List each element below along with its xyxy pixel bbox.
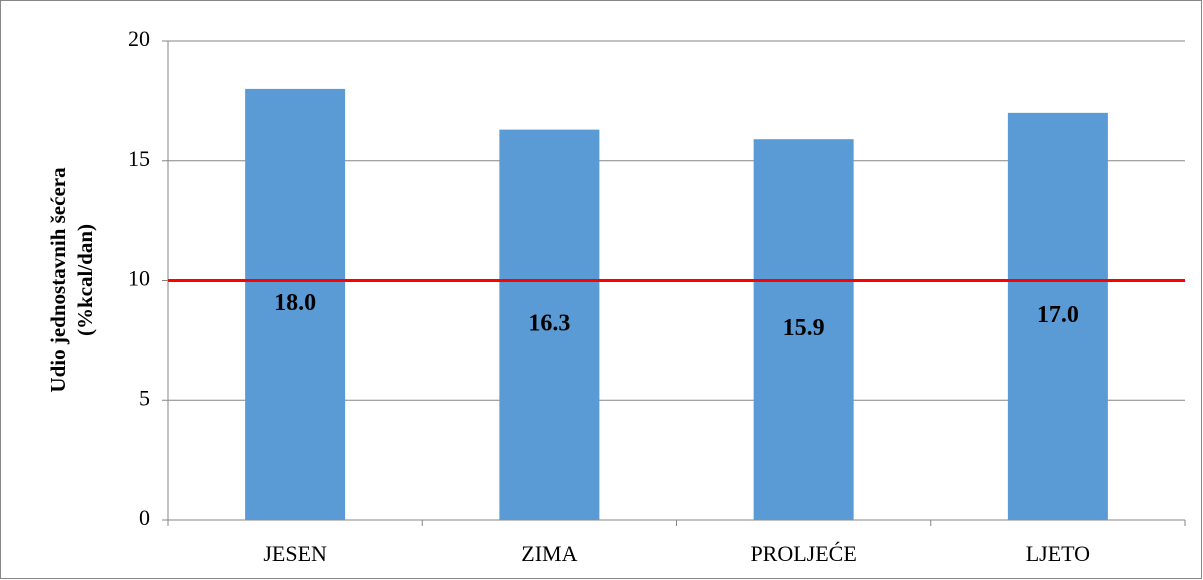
data-label: 15.9 [783,315,825,341]
y-axis-title: Udio jednostavnih šećera (%kcal/dan) [46,167,97,393]
bar [245,88,346,521]
bar [1007,112,1108,520]
y-tick-label: 5 [139,385,150,410]
bar [499,129,600,521]
y-tick-label: 20 [128,26,150,51]
y-tick-label: 15 [128,146,150,171]
data-label: 16.3 [528,310,570,336]
y-axis-title-line: Udio jednostavnih šećera [46,167,70,393]
data-label: 18.0 [274,290,316,316]
bar [753,139,854,520]
y-tick-label: 10 [128,266,150,291]
data-label: 17.0 [1037,302,1079,328]
x-tick-label: PROLJEĆE [750,541,856,566]
y-tick-label: 0 [139,505,150,530]
y-axis-title-line: (%kcal/dan) [73,224,97,336]
x-tick-label: ZIMA [521,541,577,566]
x-tick-label: JESEN [263,541,327,566]
x-tick-label: LJETO [1026,541,1090,566]
